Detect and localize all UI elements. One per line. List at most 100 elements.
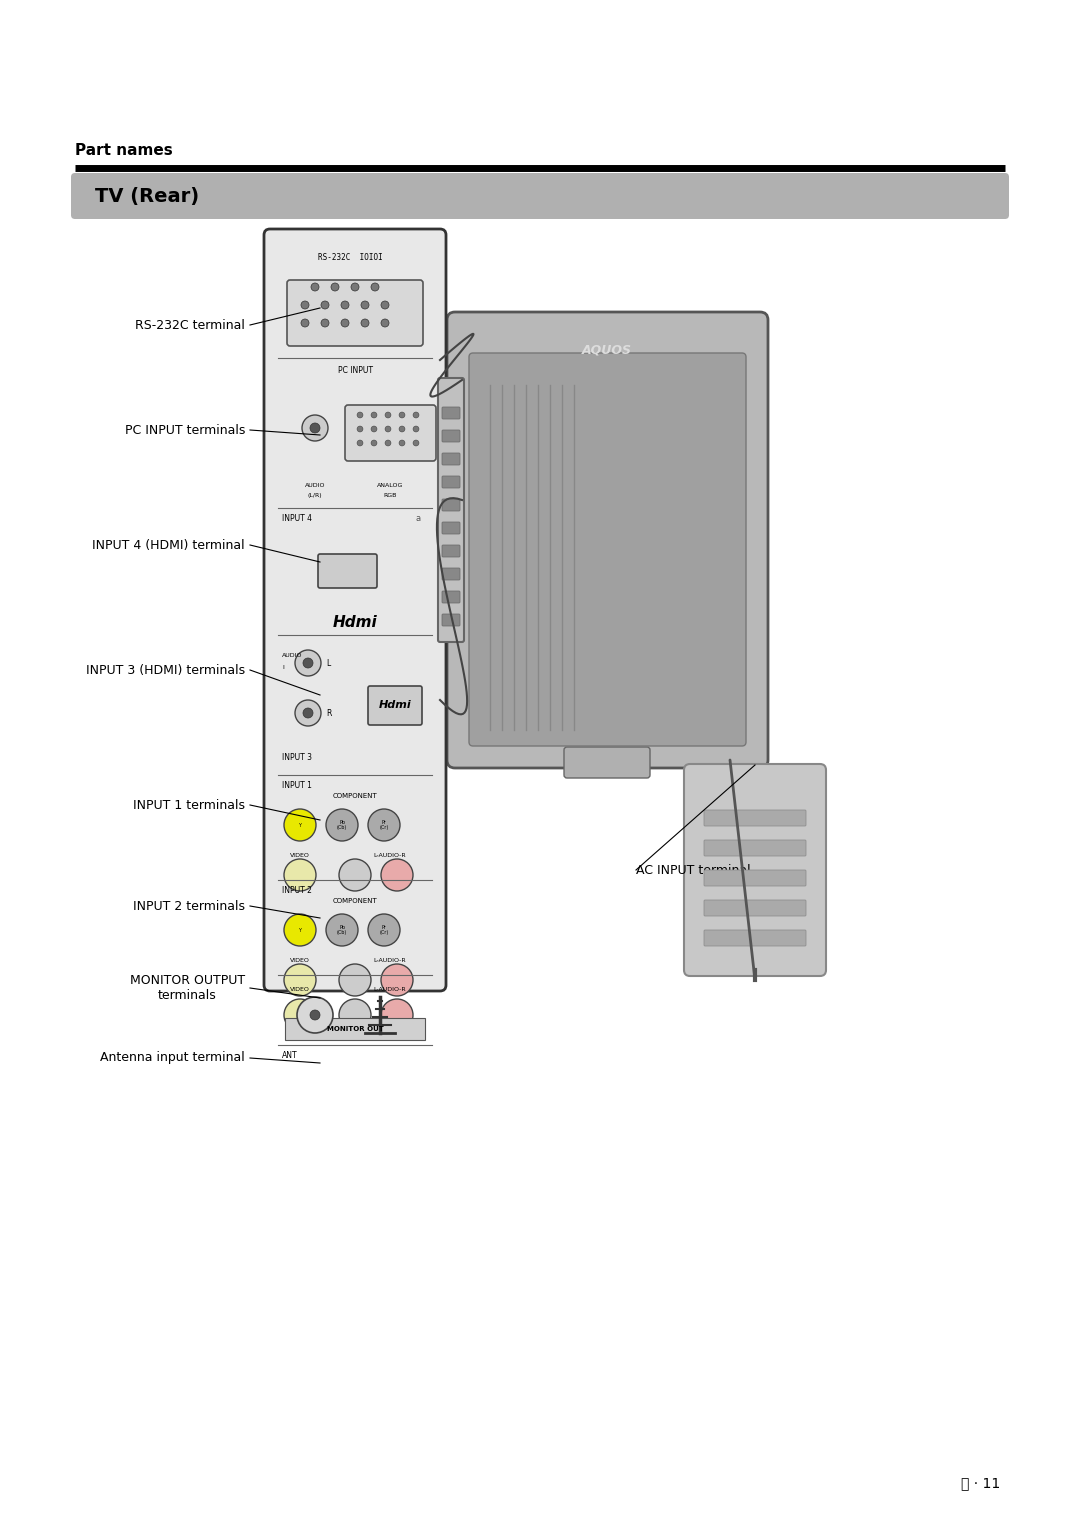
FancyBboxPatch shape xyxy=(684,764,826,976)
Text: L-AUDIO-R: L-AUDIO-R xyxy=(374,958,406,963)
Circle shape xyxy=(372,413,377,419)
Text: AUDIO: AUDIO xyxy=(282,652,302,657)
Text: MONITOR OUTPUT
terminals: MONITOR OUTPUT terminals xyxy=(130,973,245,1002)
Text: AC INPUT terminal: AC INPUT terminal xyxy=(636,863,751,877)
FancyBboxPatch shape xyxy=(469,353,746,746)
Circle shape xyxy=(399,413,405,419)
FancyBboxPatch shape xyxy=(442,523,460,533)
Circle shape xyxy=(413,426,419,432)
Circle shape xyxy=(297,996,333,1033)
Circle shape xyxy=(381,999,413,1031)
FancyBboxPatch shape xyxy=(442,500,460,510)
Circle shape xyxy=(284,964,316,996)
FancyBboxPatch shape xyxy=(447,312,768,769)
FancyBboxPatch shape xyxy=(442,452,460,465)
Circle shape xyxy=(381,859,413,891)
Text: Hdmi: Hdmi xyxy=(379,700,411,711)
Text: L-AUDIO-R: L-AUDIO-R xyxy=(374,853,406,859)
FancyBboxPatch shape xyxy=(318,555,377,588)
FancyBboxPatch shape xyxy=(704,869,806,886)
Circle shape xyxy=(339,999,372,1031)
Circle shape xyxy=(368,808,400,840)
Circle shape xyxy=(361,301,369,309)
Text: ANALOG: ANALOG xyxy=(377,483,403,487)
Circle shape xyxy=(295,700,321,726)
Circle shape xyxy=(399,426,405,432)
Circle shape xyxy=(301,301,309,309)
Text: a: a xyxy=(415,513,420,523)
FancyBboxPatch shape xyxy=(438,377,464,642)
Text: AQUOS: AQUOS xyxy=(582,344,632,356)
Text: COMPONENT: COMPONENT xyxy=(333,898,377,905)
Circle shape xyxy=(301,319,309,327)
FancyBboxPatch shape xyxy=(442,614,460,626)
Circle shape xyxy=(372,283,379,290)
FancyBboxPatch shape xyxy=(704,931,806,946)
Text: INPUT 2: INPUT 2 xyxy=(282,886,312,895)
FancyBboxPatch shape xyxy=(442,477,460,487)
FancyBboxPatch shape xyxy=(442,568,460,581)
Text: VIDEO: VIDEO xyxy=(291,853,310,859)
Text: AUDIO: AUDIO xyxy=(305,483,325,487)
Text: I: I xyxy=(282,665,284,669)
Circle shape xyxy=(381,301,389,309)
FancyBboxPatch shape xyxy=(442,429,460,442)
Circle shape xyxy=(339,964,372,996)
Circle shape xyxy=(341,319,349,327)
FancyBboxPatch shape xyxy=(442,406,460,419)
Circle shape xyxy=(361,319,369,327)
Text: Pb
(Cb): Pb (Cb) xyxy=(337,924,347,935)
Bar xyxy=(285,1018,426,1041)
Circle shape xyxy=(384,413,391,419)
Circle shape xyxy=(295,649,321,675)
Circle shape xyxy=(368,914,400,946)
FancyBboxPatch shape xyxy=(704,810,806,827)
Text: MONITOR OUT: MONITOR OUT xyxy=(326,1025,383,1031)
Text: R: R xyxy=(326,709,332,718)
Text: ⓔ · 11: ⓔ · 11 xyxy=(961,1476,1000,1490)
FancyBboxPatch shape xyxy=(704,840,806,856)
Text: RS-232C terminal: RS-232C terminal xyxy=(135,318,245,332)
Text: L-AUDIO-R: L-AUDIO-R xyxy=(374,987,406,992)
Text: INPUT 3: INPUT 3 xyxy=(282,753,312,762)
Text: INPUT 3 (HDMI) terminals: INPUT 3 (HDMI) terminals xyxy=(86,663,245,677)
Circle shape xyxy=(372,440,377,446)
Text: Y: Y xyxy=(298,927,301,932)
Text: PC INPUT: PC INPUT xyxy=(338,367,373,374)
FancyBboxPatch shape xyxy=(442,591,460,604)
Circle shape xyxy=(311,283,319,290)
Text: Y: Y xyxy=(298,822,301,828)
Circle shape xyxy=(284,999,316,1031)
Text: RGB: RGB xyxy=(383,494,396,498)
FancyBboxPatch shape xyxy=(287,280,423,345)
Circle shape xyxy=(339,859,372,891)
Text: L: L xyxy=(326,659,330,668)
Text: VIDEO: VIDEO xyxy=(291,958,310,963)
Text: Pb
(Cb): Pb (Cb) xyxy=(337,819,347,830)
Circle shape xyxy=(321,319,329,327)
Circle shape xyxy=(413,440,419,446)
Text: INPUT 2 terminals: INPUT 2 terminals xyxy=(133,900,245,912)
Text: INPUT 1: INPUT 1 xyxy=(282,781,312,790)
FancyBboxPatch shape xyxy=(71,173,1009,219)
Circle shape xyxy=(326,808,357,840)
Circle shape xyxy=(381,964,413,996)
Text: Antenna input terminal: Antenna input terminal xyxy=(100,1051,245,1065)
Text: (L/R): (L/R) xyxy=(308,494,322,498)
Circle shape xyxy=(302,416,328,442)
Text: INPUT 4: INPUT 4 xyxy=(282,513,312,523)
Circle shape xyxy=(357,426,363,432)
Text: TV (Rear): TV (Rear) xyxy=(95,186,199,205)
Circle shape xyxy=(321,301,329,309)
Circle shape xyxy=(357,440,363,446)
FancyBboxPatch shape xyxy=(564,747,650,778)
FancyBboxPatch shape xyxy=(442,545,460,558)
Text: INPUT 4 (HDMI) terminal: INPUT 4 (HDMI) terminal xyxy=(93,538,245,552)
Circle shape xyxy=(372,426,377,432)
Circle shape xyxy=(413,413,419,419)
FancyBboxPatch shape xyxy=(264,229,446,992)
Circle shape xyxy=(303,659,313,668)
Circle shape xyxy=(303,707,313,718)
Text: ANT: ANT xyxy=(282,1051,298,1060)
Circle shape xyxy=(284,808,316,840)
